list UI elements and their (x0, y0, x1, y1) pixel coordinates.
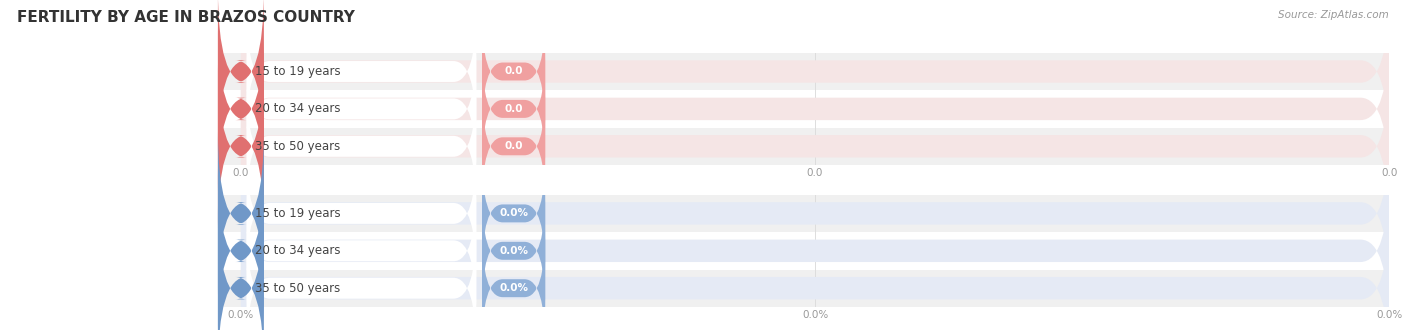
FancyBboxPatch shape (218, 206, 264, 330)
FancyBboxPatch shape (246, 7, 477, 136)
FancyBboxPatch shape (482, 50, 546, 167)
FancyBboxPatch shape (218, 27, 264, 191)
FancyBboxPatch shape (218, 64, 264, 229)
FancyBboxPatch shape (218, 0, 264, 154)
FancyBboxPatch shape (246, 149, 477, 278)
FancyBboxPatch shape (246, 224, 477, 330)
FancyBboxPatch shape (246, 45, 477, 173)
Bar (218, 195, 1389, 232)
FancyBboxPatch shape (240, 0, 1389, 154)
Bar (218, 232, 1389, 270)
Text: 0.0%: 0.0% (499, 246, 529, 256)
Text: 0.0: 0.0 (505, 67, 523, 77)
FancyBboxPatch shape (240, 131, 1389, 296)
FancyBboxPatch shape (246, 82, 477, 211)
FancyBboxPatch shape (240, 206, 1389, 330)
Bar (218, 53, 1389, 90)
FancyBboxPatch shape (482, 13, 546, 130)
Bar (218, 128, 1389, 165)
Bar (218, 90, 1389, 128)
Text: Source: ZipAtlas.com: Source: ZipAtlas.com (1278, 10, 1389, 20)
Text: 0.0%: 0.0% (499, 209, 529, 218)
Text: FERTILITY BY AGE IN BRAZOS COUNTRY: FERTILITY BY AGE IN BRAZOS COUNTRY (17, 10, 354, 25)
Text: 35 to 50 years: 35 to 50 years (254, 140, 340, 153)
FancyBboxPatch shape (218, 169, 264, 330)
FancyBboxPatch shape (482, 88, 546, 205)
Text: 15 to 19 years: 15 to 19 years (254, 65, 340, 78)
FancyBboxPatch shape (482, 155, 546, 272)
FancyBboxPatch shape (218, 131, 264, 296)
Text: 15 to 19 years: 15 to 19 years (254, 207, 340, 220)
Text: 0.0: 0.0 (505, 141, 523, 151)
Text: 20 to 34 years: 20 to 34 years (254, 244, 340, 257)
Text: 35 to 50 years: 35 to 50 years (254, 282, 340, 295)
Text: 0.0: 0.0 (505, 104, 523, 114)
Bar (218, 270, 1389, 307)
FancyBboxPatch shape (482, 192, 546, 309)
FancyBboxPatch shape (240, 27, 1389, 191)
Text: 20 to 34 years: 20 to 34 years (254, 102, 340, 115)
FancyBboxPatch shape (482, 230, 546, 330)
Text: 0.0%: 0.0% (499, 283, 529, 293)
FancyBboxPatch shape (240, 64, 1389, 229)
FancyBboxPatch shape (240, 169, 1389, 330)
FancyBboxPatch shape (246, 186, 477, 315)
